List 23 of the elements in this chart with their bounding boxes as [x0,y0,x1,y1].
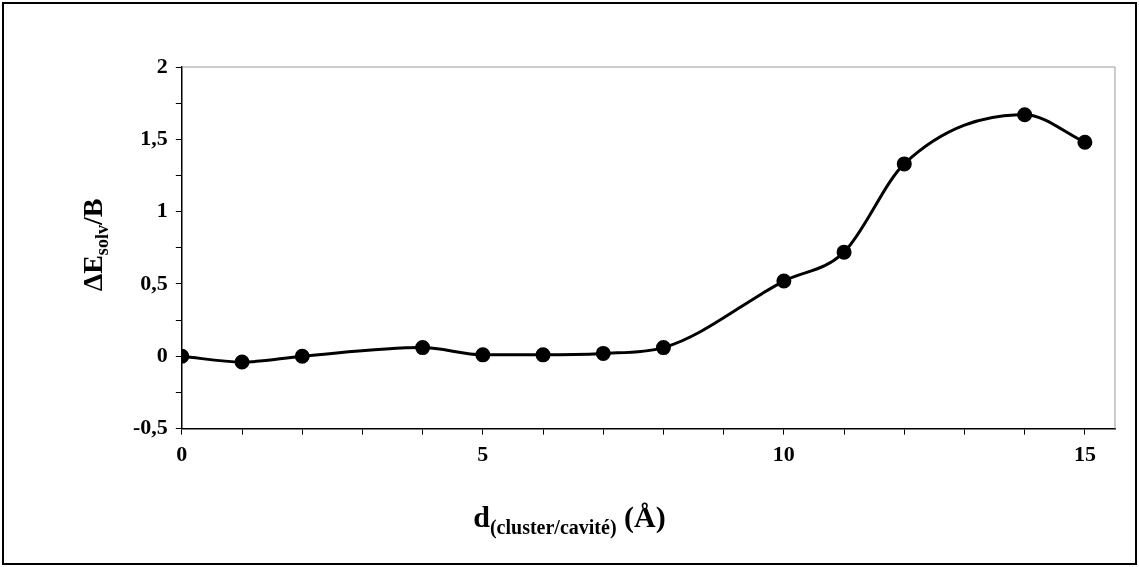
point [655,340,671,356]
point [1017,107,1033,123]
x-tick-label: 10 [772,441,795,467]
y-tick-label: 1 [156,197,168,223]
x-axis-title: d$_{(cluster/cavité)}$ (Å) [472,500,667,539]
point [776,273,792,289]
point [535,347,551,363]
point [415,340,431,356]
point [234,354,250,370]
point [294,348,310,364]
x-tick-label: 5 [477,441,489,467]
y-tick-label: 0 [156,341,168,367]
x-tick-label: 0 [176,441,188,467]
x-tick-label: 15 [1073,441,1096,467]
y-tick-label: 1,5 [140,125,168,151]
point [896,156,912,172]
y-tick-label: 2 [156,52,168,78]
point [595,345,611,361]
y-tick-label: 0,5 [140,269,168,295]
point [1077,134,1093,150]
point [475,347,491,363]
y-tick-label: -0,5 [133,414,168,440]
point [836,244,852,260]
